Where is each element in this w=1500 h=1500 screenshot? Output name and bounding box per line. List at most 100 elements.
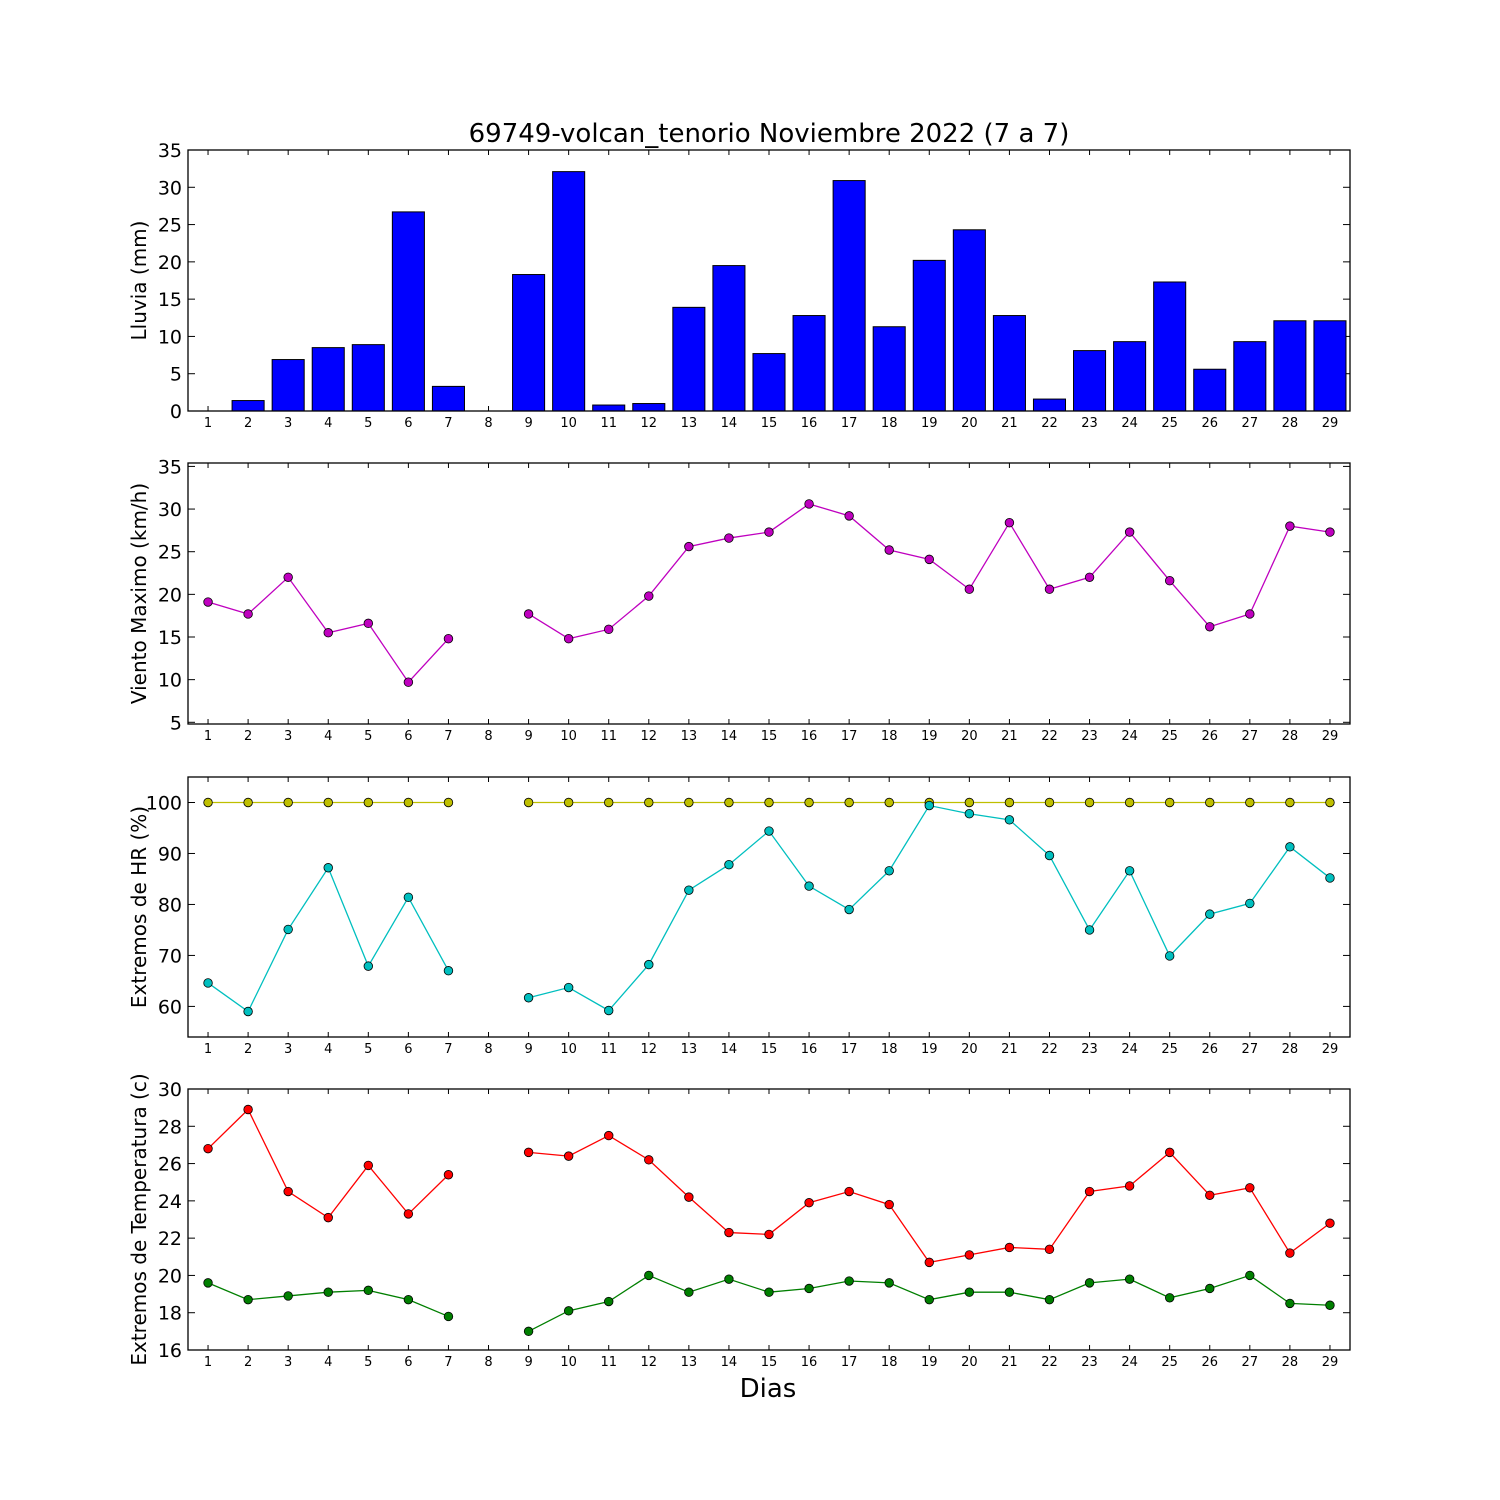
y-tick-label: 10 [158,326,182,348]
y-tick-label: 60 [158,996,182,1018]
data-point [884,866,894,876]
x-tick-label: 5 [364,729,372,744]
x-tick-label: 26 [1201,416,1218,431]
rain-bar [1032,398,1067,412]
data-point [684,541,694,552]
rain-bar [752,353,786,412]
data-point [764,527,774,537]
data-point [323,797,333,808]
rain-bar [792,315,826,412]
rain-bar [431,385,465,412]
x-tick-label: 12 [641,1042,658,1057]
data-point [724,533,734,543]
data-point [203,1278,213,1288]
data-point [724,797,734,808]
rain-bar [632,403,666,412]
data-point [884,797,894,808]
x-tick-label: 9 [524,416,532,431]
rain-bar [391,211,425,412]
data-point [1325,1218,1335,1228]
data-point [964,797,975,808]
y-tick-label: 70 [158,945,182,967]
x-tick-label: 21 [1001,416,1018,431]
data-point [644,591,654,601]
rain-bar [1273,320,1307,412]
data-point [1044,850,1055,861]
y-tick-label: 35 [158,456,182,478]
x-tick-label: 17 [841,729,858,744]
data-point [604,1005,614,1016]
rain-bar [1233,341,1267,412]
data-point [203,978,213,988]
x-tick-label: 9 [524,1042,532,1057]
rain-bar [1153,281,1187,412]
y-tick-label: 20 [158,584,182,606]
data-point [724,1274,734,1284]
y-tick-label: 80 [158,894,182,916]
x-tick-label: 25 [1161,1042,1178,1057]
data-point [924,1257,934,1268]
x-tick-label: 8 [484,416,492,431]
x-tick-label: 21 [1001,1355,1018,1370]
x-tick-label: 6 [404,1355,412,1370]
data-point [203,797,213,808]
data-point [283,1291,293,1301]
y-tick-label: 20 [158,1265,182,1287]
x-tick-label: 12 [641,729,658,744]
x-tick-label: 18 [881,1355,898,1370]
x-tick-label: 10 [560,1042,577,1057]
x-tick-label: 28 [1282,729,1299,744]
data-point [563,1151,574,1161]
y-tick-label: 35 [158,140,182,162]
x-tick-label: 29 [1322,416,1339,431]
y-tick-label: 15 [158,289,182,311]
data-point [1124,797,1135,808]
rain-bar [231,400,265,412]
data-point [323,628,333,638]
x-tick-label: 19 [921,729,938,744]
x-tick-label: 20 [961,729,978,744]
x-tick-label: 16 [801,1355,818,1370]
data-point [604,1130,614,1141]
x-tick-label: 19 [921,416,938,431]
x-tick-label: 20 [961,1042,978,1057]
data-point [684,885,694,895]
data-point [443,1170,454,1180]
data-point [1245,1183,1255,1193]
x-tick-label: 3 [284,1042,292,1057]
data-point [243,609,253,619]
data-point [1044,797,1055,808]
rain-bar [832,180,866,412]
x-tick-label: 20 [961,1355,978,1370]
rain-bar [672,306,706,412]
data-point [523,609,534,619]
data-point [1325,797,1335,808]
data-point [403,1294,414,1305]
y-tick-label: 90 [158,843,182,865]
x-tick-label: 27 [1242,729,1259,744]
x-axis-label: Dias [740,1374,797,1404]
data-point [644,1270,654,1281]
data-point [1325,527,1335,537]
data-point [323,1287,333,1297]
y-tick-label: 18 [158,1303,182,1325]
data-point [1044,1294,1055,1305]
plot-frame [187,776,1351,1038]
data-point [1285,797,1295,808]
x-tick-label: 9 [524,1355,532,1370]
data-point [604,624,614,635]
x-tick-label: 25 [1161,416,1178,431]
y-tick-label: 25 [158,215,182,237]
data-point [1245,1270,1255,1281]
series-line [207,866,450,1013]
x-tick-label: 8 [484,1042,492,1057]
data-point [644,1155,654,1165]
x-tick-label: 26 [1201,1042,1218,1057]
x-tick-label: 18 [881,416,898,431]
rain-bar [992,315,1026,412]
data-point [1044,584,1055,594]
data-point [523,797,534,808]
y-tick-label: 22 [158,1228,182,1250]
